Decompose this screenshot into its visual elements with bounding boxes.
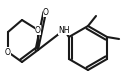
Text: O: O [43, 7, 49, 17]
Text: NH: NH [58, 25, 70, 35]
Text: O: O [5, 47, 11, 57]
Text: O: O [35, 25, 41, 35]
